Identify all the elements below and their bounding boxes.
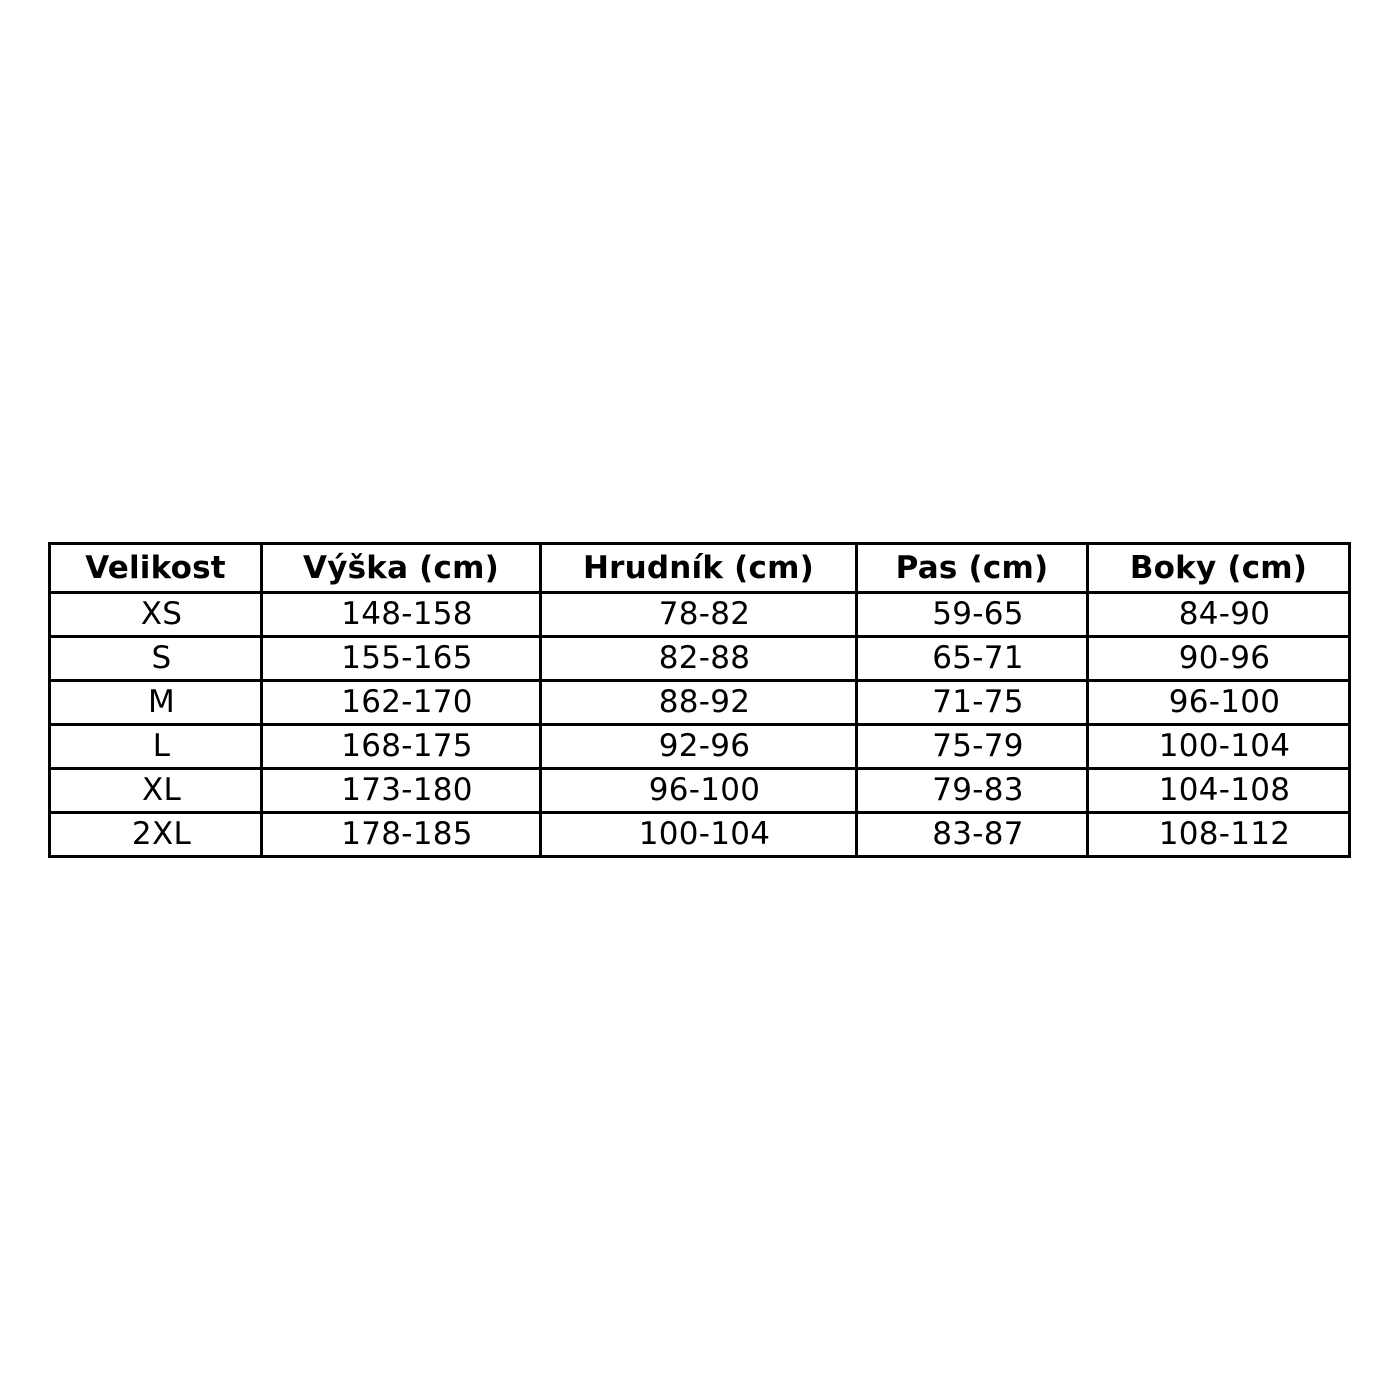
cell-height: 168-175 [260,723,542,770]
cell-value: S [151,640,172,676]
cell-value: 79-83 [932,772,1024,808]
table-header: Velikost Výška (cm) Hrudník (cm) Pas (cm… [48,542,1351,594]
cell-value: 155-165 [341,640,473,676]
column-header-boky: Boky (cm) [1086,542,1351,594]
cell-chest: 92-96 [539,723,858,770]
cell-value: 100-104 [638,816,771,852]
cell-value: 82-88 [658,640,751,676]
cell-waist: 65-71 [855,635,1089,682]
cell-value: 173-180 [341,772,473,808]
cell-size: M [48,679,263,726]
cell-value: 178-185 [341,816,473,852]
cell-value: 2XL [131,816,192,852]
cell-value: 108-112 [1158,816,1291,852]
cell-value: 65-71 [932,640,1024,676]
cell-height: 162-170 [260,679,542,726]
cell-value: 96-100 [648,772,761,808]
cell-value: 96-100 [1168,684,1281,720]
cell-waist: 71-75 [855,679,1089,726]
size-chart-container: Velikost Výška (cm) Hrudník (cm) Pas (cm… [48,542,1351,858]
cell-height: 173-180 [260,767,542,814]
cell-size: S [48,635,263,682]
cell-waist: 75-79 [855,723,1089,770]
cell-waist: 59-65 [855,591,1089,638]
cell-chest: 78-82 [539,591,858,638]
cell-value: 71-75 [932,684,1024,720]
cell-size: 2XL [48,811,263,858]
cell-value: 90-96 [1178,640,1271,676]
cell-value: 83-87 [932,816,1024,852]
column-header-hrudnik: Hrudník (cm) [539,542,858,594]
table-row: XL 173-180 96-100 79-83 104-108 [48,767,1351,814]
cell-value: 84-90 [1178,596,1271,632]
cell-size: XS [48,591,263,638]
cell-waist: 79-83 [855,767,1089,814]
cell-value: 59-65 [932,596,1024,632]
cell-chest: 96-100 [539,767,858,814]
cell-chest: 82-88 [539,635,858,682]
cell-hips: 100-104 [1086,723,1351,770]
cell-value: 168-175 [341,728,473,764]
cell-value: 88-92 [658,684,751,720]
cell-hips: 90-96 [1086,635,1351,682]
cell-value: 100-104 [1158,728,1291,764]
cell-value: XL [141,772,182,808]
cell-hips: 84-90 [1086,591,1351,638]
cell-height: 178-185 [260,811,542,858]
cell-value: 148-158 [341,596,473,632]
cell-hips: 104-108 [1086,767,1351,814]
cell-value: XS [140,596,183,632]
cell-height: 148-158 [260,591,542,638]
cell-chest: 100-104 [539,811,858,858]
column-header-vyska: Výška (cm) [260,542,542,594]
table-row: S 155-165 82-88 65-71 90-96 [48,635,1351,682]
table-row: 2XL 178-185 100-104 83-87 108-112 [48,811,1351,858]
table-header-row: Velikost Výška (cm) Hrudník (cm) Pas (cm… [48,542,1351,594]
cell-height: 155-165 [260,635,542,682]
column-header-velikost: Velikost [48,542,263,594]
cell-value: 75-79 [932,728,1024,764]
cell-value: 92-96 [658,728,751,764]
cell-waist: 83-87 [855,811,1089,858]
size-chart-table: Velikost Výška (cm) Hrudník (cm) Pas (cm… [48,542,1351,858]
cell-size: XL [48,767,263,814]
cell-chest: 88-92 [539,679,858,726]
cell-value: M [147,684,176,720]
table-row: L 168-175 92-96 75-79 100-104 [48,723,1351,770]
cell-value: 104-108 [1158,772,1291,808]
cell-hips: 96-100 [1086,679,1351,726]
cell-value: 78-82 [658,596,751,632]
cell-value: L [152,728,171,764]
table-row: M 162-170 88-92 71-75 96-100 [48,679,1351,726]
cell-hips: 108-112 [1086,811,1351,858]
cell-size: L [48,723,263,770]
cell-value: 162-170 [341,684,473,720]
table-row: XS 148-158 78-82 59-65 84-90 [48,591,1351,638]
table-body: XS 148-158 78-82 59-65 84-90 S 155-165 8… [48,591,1351,858]
column-header-pas: Pas (cm) [855,542,1089,594]
